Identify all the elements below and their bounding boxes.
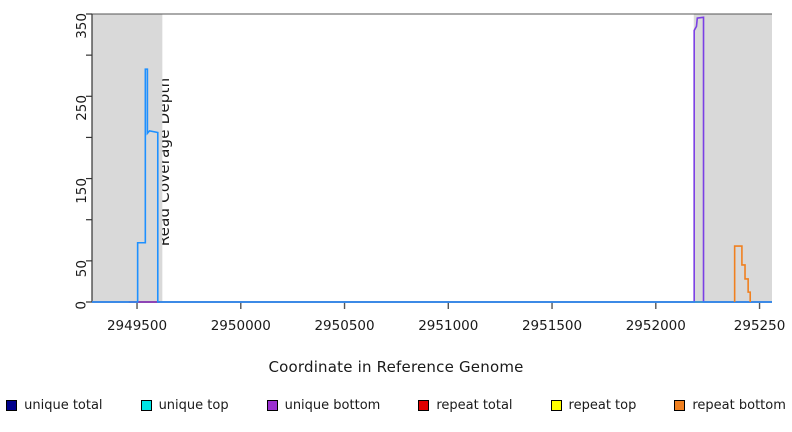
x-axis-title: Coordinate in Reference Genome [268,358,524,376]
legend-label: unique bottom [284,398,381,413]
legend-swatch-icon [550,400,562,411]
legend-label: unique total [24,398,103,413]
x-tick-label: 2952000 [625,318,686,334]
chart-legend: unique total unique top unique bottom repea… [0,398,792,413]
x-tick-label: 2949500 [106,318,168,334]
legend-swatch-icon [674,400,686,411]
x-tick-label: 2950000 [210,318,271,334]
legend-swatch-icon [418,400,430,411]
legend-item[interactable]: repeat bottom [674,398,786,413]
series-line-unique-top [92,68,772,303]
legend-item[interactable]: unique bottom [266,398,381,413]
legend-swatch-icon [266,400,278,411]
legend-item[interactable]: unique total [6,398,103,413]
legend-swatch-icon [140,400,152,411]
legend-swatch-icon [6,400,18,411]
x-tick-label: 295250 [733,318,786,334]
x-tick-label: 2950500 [314,318,375,334]
series-line-repeat-bottom [733,245,752,302]
legend-label: unique top [158,398,229,413]
series-line-unique-bottom [92,16,772,303]
legend-label: repeat total [436,398,513,413]
legend-label: repeat top [568,398,637,413]
shaded-region-left-repeat-region [92,14,163,302]
shaded-region-right-repeat-region [693,14,772,302]
x-tick-label: 2951000 [418,318,479,334]
x-tick-label: 2951500 [521,318,583,334]
legend-item[interactable]: unique top [140,398,229,413]
legend-item[interactable]: repeat total [418,398,513,413]
legend-label: repeat bottom [692,398,786,413]
legend-item[interactable]: repeat top [550,398,637,413]
